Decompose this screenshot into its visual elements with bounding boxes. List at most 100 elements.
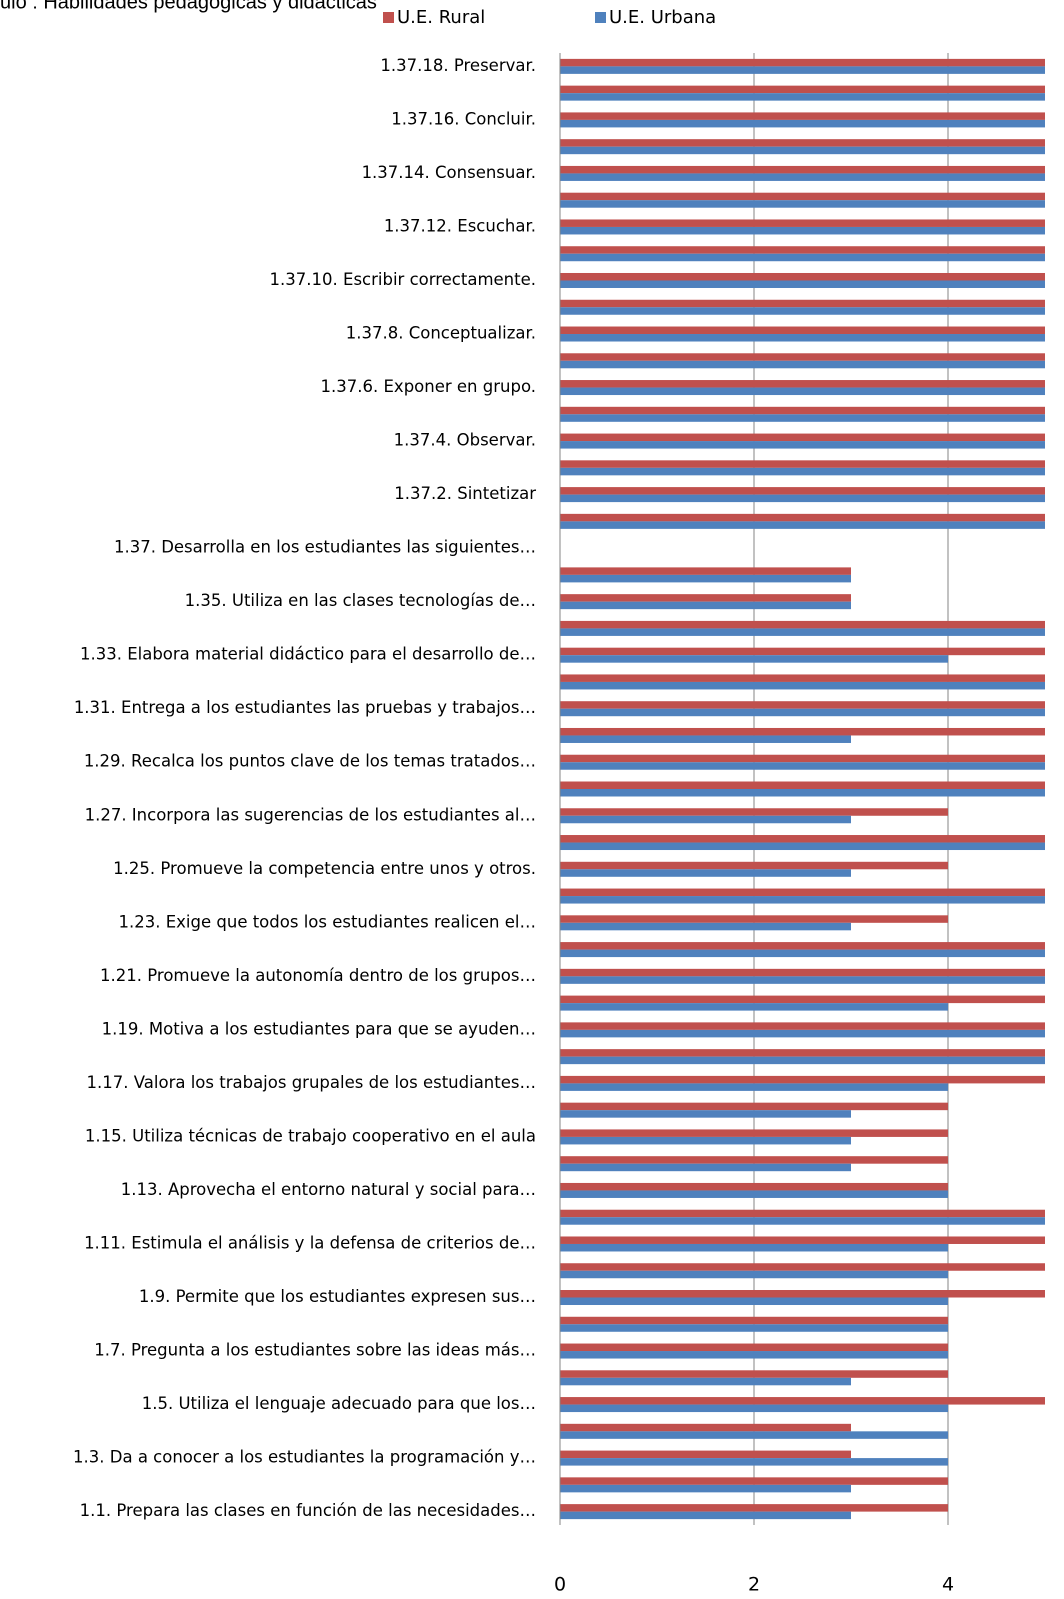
- y-tick-label: 1.19. Motiva a los estudiantes para que …: [102, 1019, 536, 1038]
- bar: [560, 1190, 948, 1198]
- bar: [560, 1083, 948, 1091]
- bar: [560, 460, 1045, 468]
- bar: [560, 835, 1045, 843]
- bar: [560, 192, 1045, 201]
- bar: [560, 146, 1045, 155]
- bar: [560, 441, 1045, 449]
- bar: [560, 467, 1045, 476]
- bar: [560, 513, 1045, 522]
- bar: [560, 727, 1045, 736]
- x-tick-label: 2: [748, 1574, 760, 1596]
- bar: [560, 487, 1045, 495]
- y-tick-label: 1.25. Promueve la competencia entre unos…: [113, 859, 536, 878]
- x-tick-label: 0: [554, 1574, 566, 1596]
- y-tick-label: 1.11. Estimula el análisis y la defensa …: [84, 1233, 536, 1252]
- bar: [560, 647, 1045, 656]
- bar: [560, 896, 1045, 904]
- bar: [560, 735, 851, 743]
- bar: [560, 815, 851, 824]
- bar: [560, 594, 851, 602]
- bar: [560, 601, 851, 610]
- bar: [560, 246, 1045, 254]
- bar: [560, 521, 1045, 529]
- y-tick-label: 1.31. Entrega a los estudiantes las prue…: [74, 698, 536, 717]
- y-tick-label: 1.37.6. Exponer en grupo.: [321, 377, 536, 396]
- chart-title: ulo : Habilidades pedagógicas y didáctic…: [0, 0, 377, 13]
- bar: [560, 842, 1045, 851]
- bar: [560, 1209, 1045, 1218]
- bar: [560, 66, 1045, 74]
- bar: [560, 1182, 948, 1191]
- bar: [560, 949, 1045, 958]
- bar: [560, 433, 1045, 442]
- y-tick-label: 1.9. Permite que los estudiantes exprese…: [139, 1287, 536, 1306]
- bar: [560, 1504, 948, 1512]
- bar: [560, 861, 948, 870]
- bar: [560, 1324, 948, 1332]
- bar: [560, 1484, 851, 1493]
- bar: [560, 173, 1045, 181]
- bar: [560, 628, 1045, 636]
- bar: [560, 1397, 1045, 1405]
- y-tick-label: 1.37.10. Escribir correctamente.: [270, 270, 536, 289]
- x-tick-label: 4: [942, 1574, 954, 1596]
- bar: [560, 762, 1045, 770]
- bar: [560, 165, 1045, 174]
- bar: [560, 353, 1045, 361]
- bar: [560, 888, 1045, 897]
- bar: [560, 968, 1045, 977]
- bar: [560, 1136, 851, 1145]
- bar: [560, 1290, 1045, 1298]
- bar: [560, 387, 1045, 396]
- bar: [560, 869, 851, 877]
- bar: [560, 1003, 948, 1011]
- y-tick-label: 1.1. Prepara las clases en función de la…: [80, 1501, 536, 1520]
- bar: [560, 574, 851, 583]
- bar: [560, 326, 1045, 335]
- bar: [560, 976, 1045, 984]
- bar: [560, 567, 851, 575]
- bar: [560, 414, 1045, 422]
- y-tick-label: 1.37.4. Observar.: [394, 431, 536, 450]
- y-tick-label: 1.13. Aprovecha el entorno natural y soc…: [121, 1180, 536, 1199]
- bar: [560, 226, 1045, 235]
- bar: [560, 1458, 948, 1466]
- y-tick-label: 1.21. Promueve la autonomía dentro de lo…: [100, 966, 536, 985]
- y-tick-label: 1.37.12. Escuchar.: [384, 216, 536, 235]
- bar: [560, 1056, 1045, 1065]
- bar: [560, 1022, 1045, 1030]
- bar: [560, 406, 1045, 415]
- bar: [560, 494, 1045, 503]
- bar: [560, 1423, 851, 1432]
- bar: [560, 1343, 948, 1352]
- y-tick-label: 1.33. Elabora material didáctico para el…: [80, 645, 536, 664]
- bar: [560, 1163, 851, 1172]
- legend-swatch: [595, 12, 606, 23]
- bar: [560, 307, 1045, 315]
- bar: [560, 655, 948, 663]
- bar: [560, 1029, 1045, 1038]
- bar: [560, 1377, 851, 1386]
- y-tick-label: 1.37. Desarrolla en los estudiantes las …: [114, 538, 536, 557]
- bar: [560, 380, 1045, 388]
- legend-swatch: [383, 12, 394, 23]
- bar: [560, 1075, 1045, 1084]
- bar: [560, 922, 851, 931]
- bar: [560, 1110, 851, 1118]
- bar: [560, 781, 1045, 789]
- bar: [560, 995, 1045, 1004]
- bar: [560, 1316, 948, 1325]
- bar: [560, 1511, 851, 1520]
- y-tick-label: 1.37.16. Concluir.: [391, 109, 536, 128]
- bar: [560, 1243, 948, 1252]
- bar: [560, 1297, 948, 1306]
- y-tick-label: 1.5. Utiliza el lenguaje adecuado para q…: [142, 1394, 536, 1413]
- bar: [560, 942, 1045, 950]
- bar: [560, 58, 1045, 67]
- bar: [560, 334, 1045, 342]
- bar: [560, 681, 1045, 690]
- bar: [560, 1049, 1045, 1057]
- y-tick-label: 1.37.18. Preservar.: [380, 56, 536, 75]
- bar: [560, 1217, 1045, 1225]
